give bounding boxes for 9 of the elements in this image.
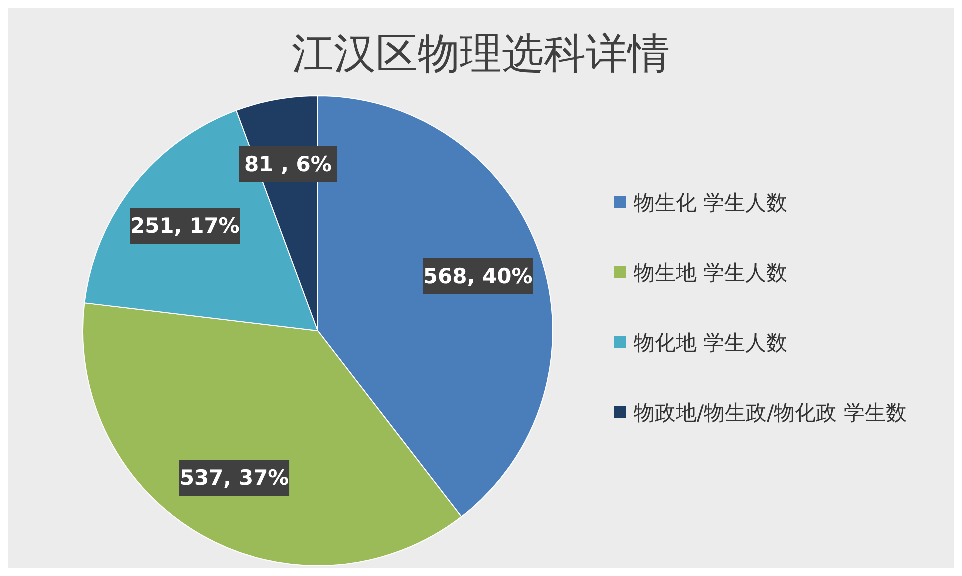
data-label: 251, 17% <box>130 214 240 238</box>
legend-label: 物生地 学生人数 <box>634 260 788 287</box>
legend-label: 物生化 学生人数 <box>634 190 788 217</box>
legend-label: 物政地/物生政/物化政 学生数 <box>634 400 907 427</box>
data-label: 537, 37% <box>180 466 290 490</box>
data-label: 81 , 6% <box>244 152 332 176</box>
chart-title: 江汉区物理选科详情 <box>291 28 671 80</box>
legend-label: 物化地 学生人数 <box>634 330 788 357</box>
data-label: 568, 40% <box>423 264 533 288</box>
